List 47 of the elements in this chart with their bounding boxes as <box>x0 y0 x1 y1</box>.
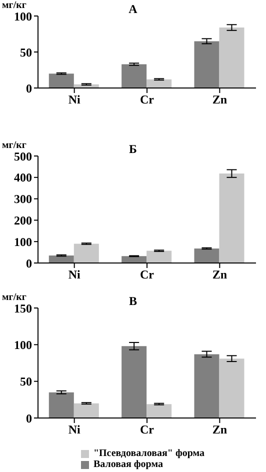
x-tick-label: Zn <box>212 92 228 107</box>
bar <box>48 392 74 418</box>
bar <box>219 358 244 418</box>
chart-title: А <box>128 2 138 16</box>
y-tick-label: 500 <box>14 149 32 164</box>
y-tick-label: 50 <box>20 374 32 389</box>
x-tick-label: Ni <box>68 92 81 107</box>
bar <box>74 244 99 263</box>
bar <box>122 64 147 88</box>
y-tick-label: 0 <box>26 81 32 96</box>
bar <box>194 354 220 418</box>
bar <box>146 250 172 263</box>
bar <box>146 79 172 88</box>
bar <box>48 74 74 88</box>
x-tick-label: Cr <box>140 92 155 107</box>
y-tick-label: 100 <box>14 9 32 24</box>
y-tick-label: 0 <box>26 411 32 426</box>
x-tick-label: Zn <box>212 268 228 282</box>
y-axis-title: мг/кг <box>2 140 26 151</box>
y-tick-label: 300 <box>14 192 32 206</box>
y-axis-title: мг/кг <box>2 0 26 11</box>
y-tick-label: 50 <box>20 45 32 60</box>
x-tick-label: Ni <box>68 422 81 437</box>
y-tick-label: 0 <box>26 256 32 270</box>
x-tick-label: Ni <box>68 268 81 282</box>
chart-title: В <box>128 294 137 308</box>
y-tick-label: 150 <box>14 301 32 316</box>
bar <box>219 28 244 88</box>
bar <box>219 174 244 263</box>
y-tick-label: 100 <box>14 338 32 352</box>
chart-title: Б <box>129 142 137 156</box>
bar <box>74 403 99 418</box>
legend-label: "Псевдоваловая" форма <box>93 448 205 459</box>
bar <box>194 248 220 263</box>
bar <box>48 256 74 263</box>
y-tick-label: 400 <box>14 170 32 185</box>
x-tick-label: Cr <box>140 422 155 437</box>
legend-label: Валовая форма <box>93 459 163 470</box>
bar <box>194 41 220 88</box>
bar <box>122 346 147 418</box>
bar <box>122 256 147 263</box>
y-tick-label: 200 <box>14 213 32 228</box>
x-tick-label: Cr <box>140 268 155 282</box>
x-tick-label: Zn <box>212 422 228 437</box>
y-axis-title: мг/кг <box>2 292 26 303</box>
bar <box>146 404 172 418</box>
y-tick-label: 100 <box>14 234 32 249</box>
